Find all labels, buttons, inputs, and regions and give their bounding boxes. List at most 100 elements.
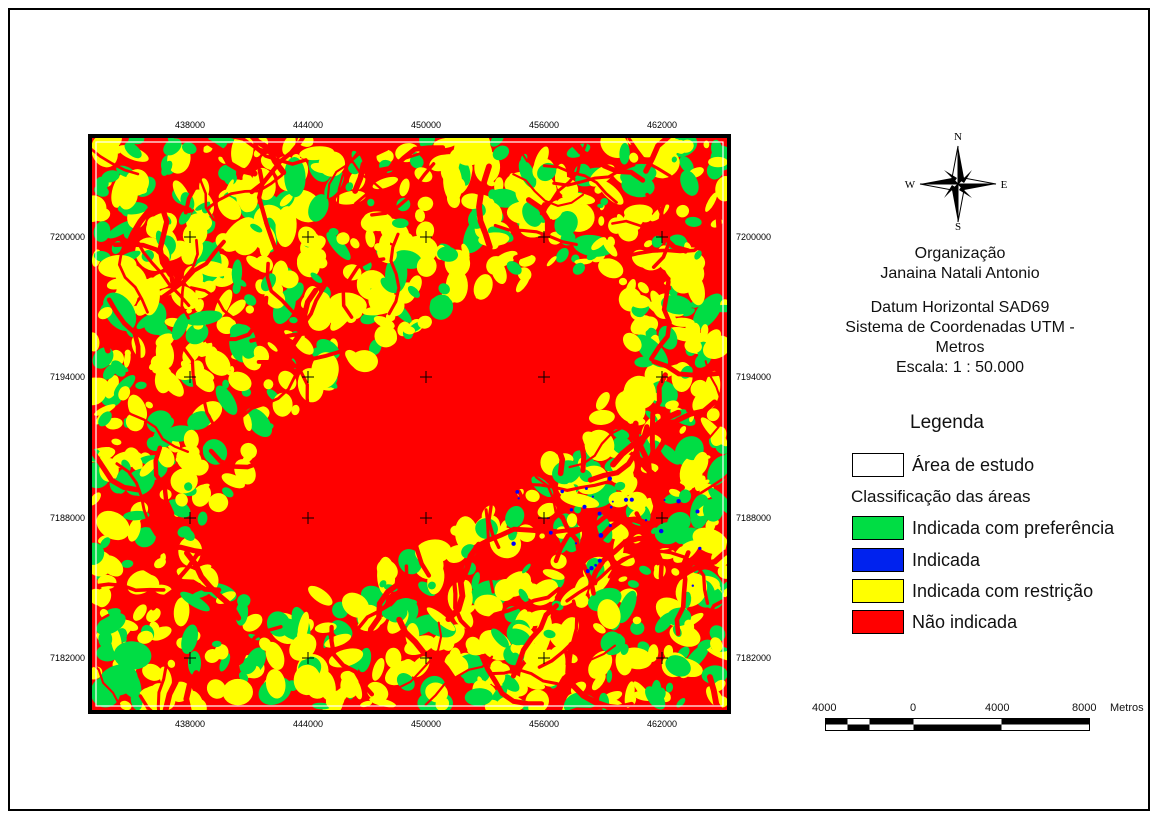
map-channel [705,596,727,620]
map-indicada-spot [598,533,604,538]
map-patch [703,370,721,409]
map-patch [402,326,416,335]
map-patch [385,647,402,669]
map-channel [137,563,222,593]
map-patch [330,301,357,331]
map-patch [93,221,111,242]
map-patch [534,648,550,659]
map-patch [157,446,175,468]
map-patch [522,563,531,574]
map-patch [139,459,157,477]
map-patch [167,659,176,668]
map-patch [124,142,142,159]
map-patch [240,201,252,213]
map-patch [173,597,190,627]
map-patch [365,229,376,248]
map-patch [180,360,193,373]
map-patch [676,698,686,708]
map-patch [645,686,666,710]
map-patch [491,628,509,648]
map-channel [183,670,200,710]
map-patch [376,559,398,581]
map-patch [340,674,359,699]
map-channel [183,138,205,215]
x-tick-bottom: 462000 [646,719,678,729]
map-patch [92,588,106,606]
map-indicada-spot [548,530,553,535]
map-indicada-spot [517,497,520,500]
map-patch [144,320,168,336]
map-patch [654,564,659,572]
map-patch [362,211,394,232]
map-channel [549,390,566,477]
map-frame[interactable] [88,134,731,714]
map-channel [493,223,578,247]
scale-bar-graphic [825,718,1090,731]
map-patch [142,663,163,681]
map-channel [658,180,688,254]
map-channel [112,241,176,289]
map-indicada-spot [608,524,612,528]
x-tick-bottom: 450000 [410,719,442,729]
map-channel [651,549,727,599]
map-patch [107,220,135,239]
map-patch [296,250,319,272]
map-patch [618,277,628,286]
map-channel [473,526,559,550]
map-patch [222,379,230,389]
map-patch [222,487,234,498]
map-patch [550,205,564,220]
map-channel [205,295,269,344]
x-tick-bottom: 444000 [292,719,324,729]
map-patch [626,491,648,511]
map-patch [328,648,364,668]
map-channel [654,549,710,605]
map-patch [239,657,257,675]
map-patch [522,579,533,591]
map-patch [96,510,130,541]
map-patch [410,656,430,678]
map-patch [623,207,645,230]
suitability-map[interactable] [92,138,727,710]
map-channel [559,514,596,596]
map-patch [627,580,639,588]
map-patch [546,256,557,267]
map-patch [488,188,520,208]
map-patch [289,316,298,324]
map-patch [689,322,701,339]
map-channel [365,576,415,646]
map-patch [550,554,567,569]
legend-swatch [852,610,904,634]
map-patch [118,386,131,401]
map-patch [595,391,610,411]
map-patch [534,613,552,656]
map-channel [92,446,141,493]
map-patch [494,579,516,601]
map-channel [370,162,436,217]
map-channel [451,555,473,633]
map-channel [162,678,179,710]
legend-label: Indicada [912,549,981,570]
map-patch [187,411,212,430]
map-patch [682,308,695,317]
map-patch [702,335,727,359]
map-patch [661,294,692,315]
map-patch [264,286,286,309]
map-patch [427,581,436,590]
map-indicada-spot [659,528,664,534]
legend-title: Legenda [910,412,984,433]
map-patch [176,446,202,472]
map-patch [130,454,143,472]
map-channel [92,147,140,176]
map-patch [620,647,653,670]
map-patch [241,340,258,359]
map-patch [622,332,642,352]
map-patch [588,409,615,425]
map-patch [506,628,531,645]
map-patch [629,152,639,163]
map-patch [665,682,674,693]
scale-bar: 4000 0 4000 8000 Metros [800,700,1160,740]
map-patch [624,225,641,232]
y-tick-left: 7200000 [50,232,86,242]
map-channel [180,238,199,320]
